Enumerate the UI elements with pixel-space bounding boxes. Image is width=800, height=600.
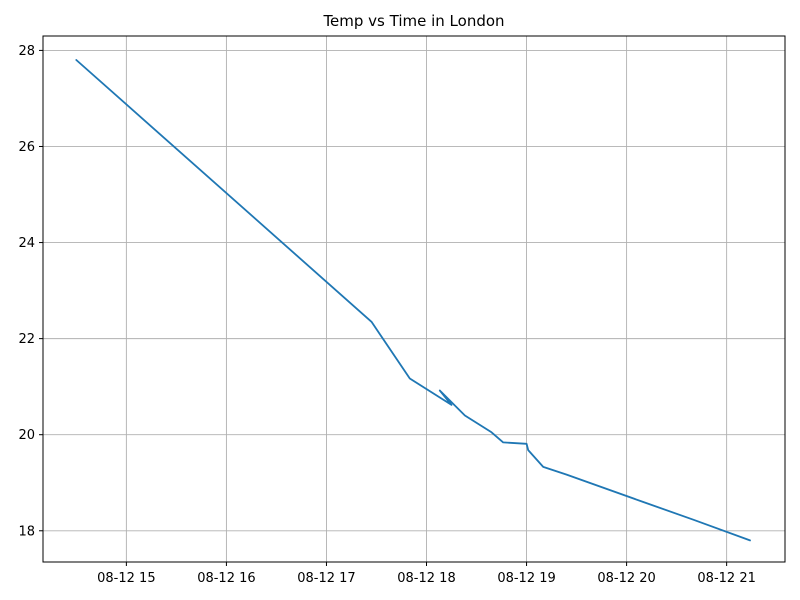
x-tick-label: 08-12 15 [97,571,155,586]
y-tick-label: 20 [18,428,35,443]
x-tick-label: 08-12 19 [497,571,555,586]
series-line-0 [75,59,751,542]
y-tick-label: 26 [18,140,35,155]
x-tick-label: 08-12 18 [397,571,455,586]
x-axis: 08-12 15 08-12 16 08-12 17 08-12 18 08-12 19… [97,562,756,586]
y-tick-label: 28 [18,44,35,59]
x-tick-label: 08-12 21 [697,571,755,586]
x-tick-label: 08-12 17 [297,571,355,586]
grid-lines [43,36,785,562]
plot-area-frame [42,35,786,563]
y-tick-label: 22 [18,332,35,347]
y-tick-label: 24 [18,236,35,251]
y-tick-label: 18 [18,524,35,539]
x-tick-label: 08-12 20 [597,571,655,586]
chart-title: Temp vs Time in London [322,12,504,30]
series-layer [75,59,751,542]
y-axis: 18 20 22 24 26 28 [18,44,43,539]
x-tick-label: 08-12 16 [197,571,255,586]
